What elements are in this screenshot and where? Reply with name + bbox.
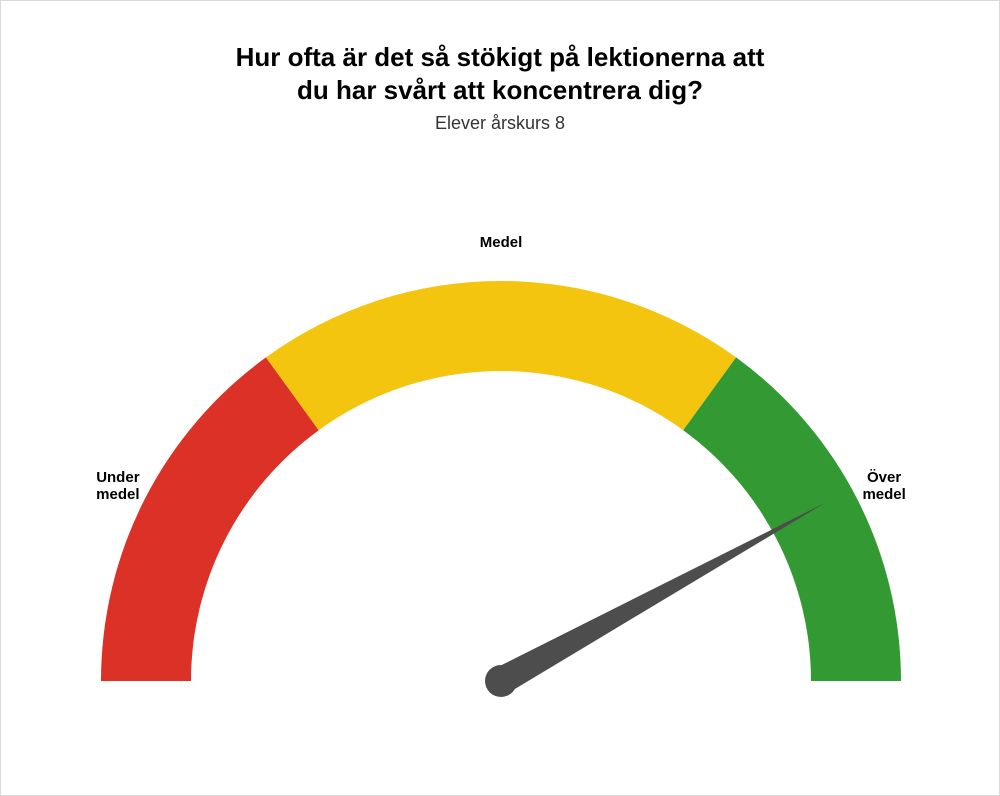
- gauge-pivot: [485, 665, 517, 697]
- chart-frame: Hur ofta är det så stökigt på lektionern…: [0, 0, 1000, 796]
- gauge-segment-label: Under medel: [73, 469, 163, 504]
- title-line-2: du har svårt att koncentrera dig?: [297, 75, 703, 105]
- gauge-segment: [266, 281, 736, 430]
- gauge-segment-label: Över medel: [839, 469, 929, 504]
- gauge-segment-label: Medel: [456, 234, 546, 251]
- gauge-segment: [101, 357, 319, 681]
- gauge-segment: [683, 357, 901, 681]
- gauge-container: Under medel Medel Över medel: [1, 201, 1000, 761]
- chart-title: Hur ofta är det så stökigt på lektionern…: [1, 41, 999, 106]
- gauge-needle: [494, 503, 825, 694]
- title-line-1: Hur ofta är det så stökigt på lektionern…: [236, 42, 765, 72]
- chart-subtitle: Elever årskurs 8: [1, 113, 999, 134]
